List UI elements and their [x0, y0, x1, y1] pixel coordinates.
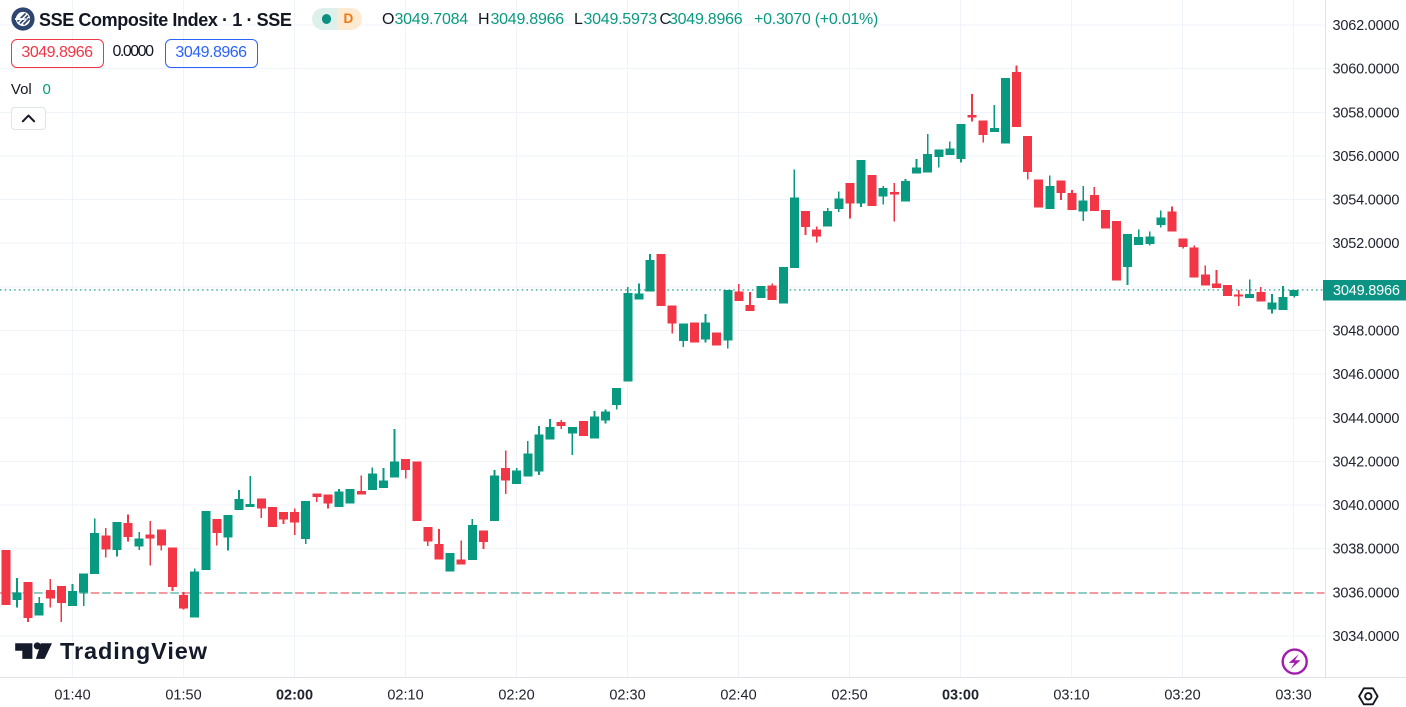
svg-text:3046.0000: 3046.0000: [1333, 367, 1400, 383]
svg-text:03:00: 03:00: [942, 688, 979, 704]
svg-text:3048.0000: 3048.0000: [1333, 324, 1400, 340]
svg-text:3052.0000: 3052.0000: [1333, 236, 1400, 252]
svg-text:3060.0000: 3060.0000: [1333, 62, 1400, 78]
svg-text:3042.0000: 3042.0000: [1333, 454, 1400, 470]
svg-text:02:50: 02:50: [831, 688, 867, 704]
svg-text:3038.0000: 3038.0000: [1333, 542, 1400, 558]
svg-text:02:20: 02:20: [498, 688, 534, 704]
svg-text:3034.0000: 3034.0000: [1333, 629, 1400, 645]
svg-text:03:30: 03:30: [1275, 688, 1311, 704]
svg-text:01:40: 01:40: [54, 688, 90, 704]
svg-text:TradingView: TradingView: [60, 638, 208, 664]
svg-text:3056.0000: 3056.0000: [1333, 149, 1400, 165]
svg-text:3040.0000: 3040.0000: [1333, 498, 1400, 514]
svg-text:03:20: 03:20: [1164, 688, 1200, 704]
svg-text:03:10: 03:10: [1053, 688, 1089, 704]
svg-text:02:00: 02:00: [276, 688, 313, 704]
svg-text:3036.0000: 3036.0000: [1333, 585, 1400, 601]
svg-text:3049.8966: 3049.8966: [1333, 283, 1400, 299]
svg-text:01:50: 01:50: [165, 688, 201, 704]
svg-text:3062.0000: 3062.0000: [1333, 18, 1400, 34]
svg-text:02:40: 02:40: [720, 688, 756, 704]
svg-text:02:30: 02:30: [609, 688, 645, 704]
svg-text:3044.0000: 3044.0000: [1333, 411, 1400, 427]
svg-text:02:10: 02:10: [387, 688, 423, 704]
svg-text:3054.0000: 3054.0000: [1333, 193, 1400, 209]
svg-text:3058.0000: 3058.0000: [1333, 105, 1400, 121]
